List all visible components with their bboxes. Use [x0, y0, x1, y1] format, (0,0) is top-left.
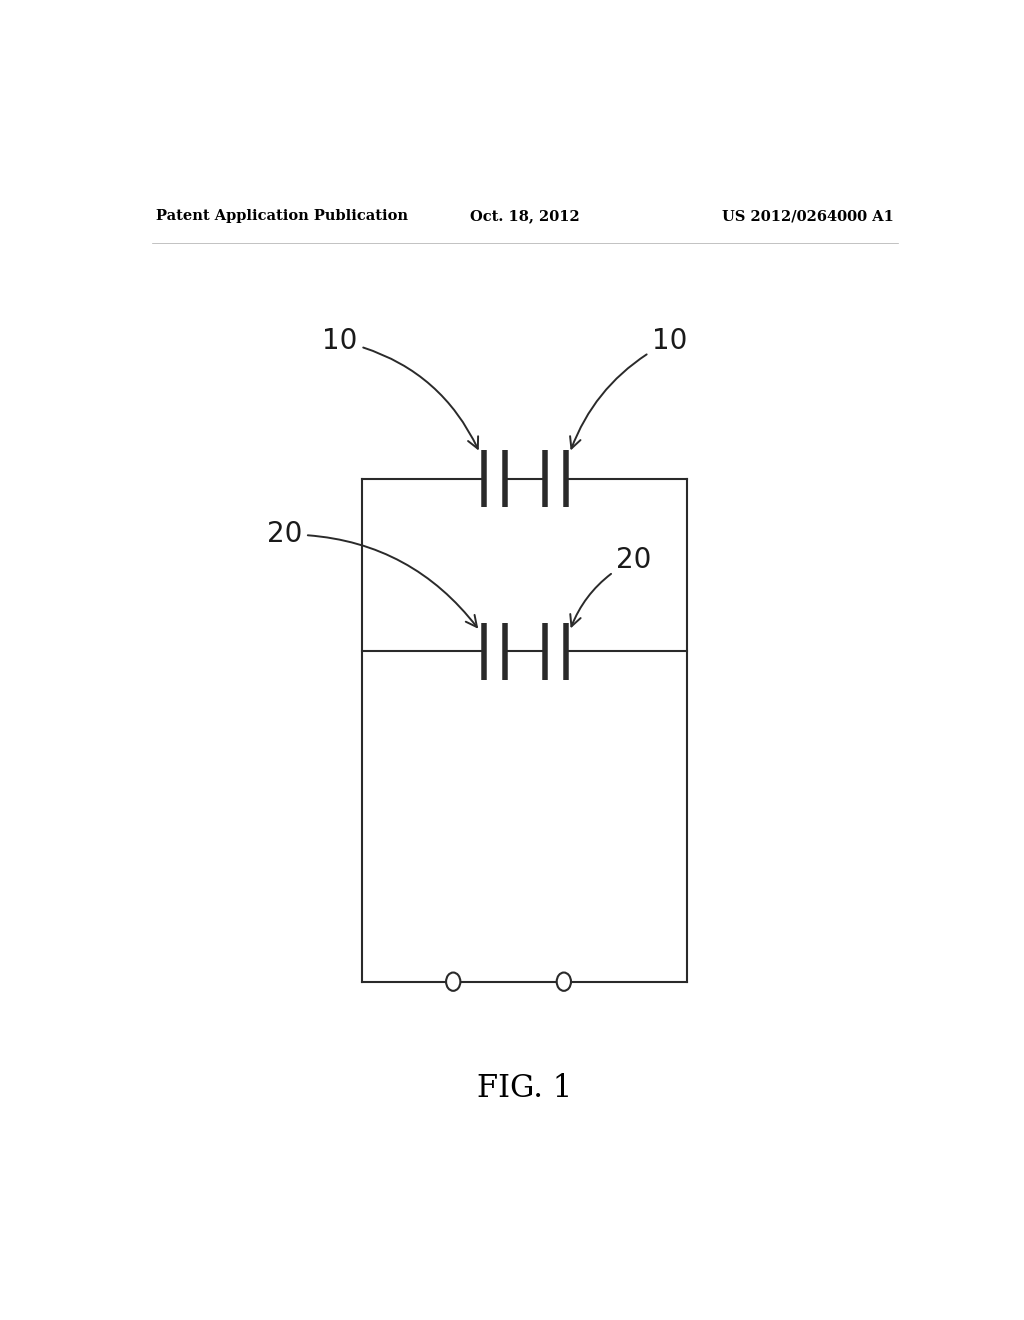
Circle shape [446, 973, 461, 991]
Text: 20: 20 [267, 520, 477, 627]
Text: Patent Application Publication: Patent Application Publication [156, 209, 408, 223]
Text: FIG. 1: FIG. 1 [477, 1073, 572, 1104]
Text: US 2012/0264000 A1: US 2012/0264000 A1 [722, 209, 894, 223]
Text: 10: 10 [323, 327, 478, 449]
Circle shape [557, 973, 571, 991]
Text: Oct. 18, 2012: Oct. 18, 2012 [470, 209, 580, 223]
Text: 20: 20 [570, 546, 651, 627]
Text: 10: 10 [570, 327, 687, 449]
